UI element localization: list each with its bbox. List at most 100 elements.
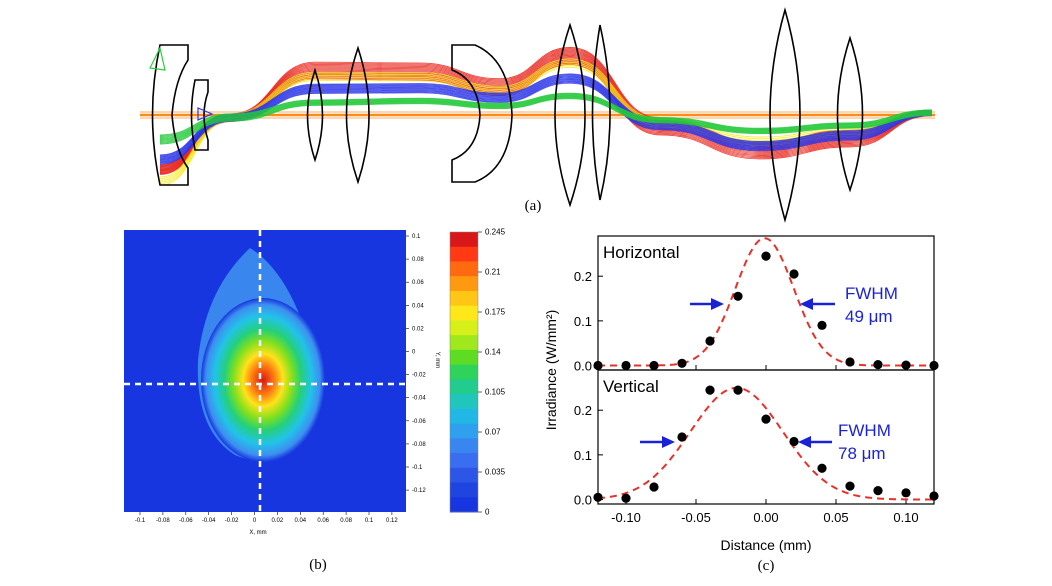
y-tick-label: 0.08 bbox=[412, 257, 424, 263]
data-point bbox=[929, 491, 939, 501]
colorbar-ticks: 0.245 0.21 0.175 0.14 0.105 0.07 0.035 0 bbox=[478, 228, 506, 517]
ray-path bbox=[159, 58, 933, 178]
vertical-fwhm-label: FWHM bbox=[838, 421, 891, 440]
y-tick-label: 0.1 bbox=[574, 314, 592, 329]
vertical-profile-plot: 0.0 0.1 0.2 -0.10 -0.05 0.00 0.05 0.10 bbox=[574, 385, 939, 525]
data-point bbox=[901, 488, 911, 498]
ray-path bbox=[159, 80, 933, 163]
x-tick-label: 0.1 bbox=[365, 518, 374, 524]
data-point bbox=[649, 360, 659, 371]
y-tick-label: -0.08 bbox=[412, 442, 426, 448]
x-tick-label: 0.10 bbox=[893, 510, 918, 525]
ray-path bbox=[159, 75, 933, 158]
ray-path bbox=[159, 61, 933, 181]
fit-curve bbox=[597, 386, 934, 501]
profile-y-label: Irradiance (W/mm²) bbox=[543, 310, 559, 431]
y-tick-label: -0.04 bbox=[412, 396, 426, 402]
y-tick-label: 0.0 bbox=[574, 493, 592, 508]
y-tick-label: 0.06 bbox=[412, 280, 424, 286]
ray-path bbox=[159, 95, 933, 141]
colorbar-frame bbox=[449, 231, 479, 513]
y-tick-label: -0.02 bbox=[412, 373, 426, 379]
lens-element-3 bbox=[306, 67, 324, 163]
colorbar-tick-label: 0 bbox=[485, 508, 490, 517]
data-point bbox=[873, 486, 883, 496]
panel-b-caption: (b) bbox=[309, 557, 327, 573]
colorbar-tick-label: 0.105 bbox=[485, 388, 506, 397]
arrow-right-icon bbox=[640, 436, 675, 448]
data-point bbox=[873, 360, 883, 370]
x-tick-label: 0.06 bbox=[317, 518, 329, 524]
y-tick-label: -0.06 bbox=[412, 419, 426, 425]
ray-path bbox=[159, 98, 933, 145]
y-tick-label: -0.1 bbox=[412, 465, 423, 471]
ray-path bbox=[159, 78, 933, 161]
x-tick-label: 0.02 bbox=[272, 518, 284, 524]
ray-path bbox=[159, 95, 933, 140]
data-point bbox=[733, 385, 743, 395]
colorbar-segment bbox=[450, 320, 478, 336]
profile-x-label: Distance (mm) bbox=[720, 537, 811, 553]
y-tick-label: 0.1 bbox=[574, 448, 592, 463]
data-point bbox=[929, 360, 939, 371]
panel-c-profiles: 0.0 0.1 0.2 0.0 0.1 0.2 -0.10 -0.05 0.00 0.05 0.1… bbox=[543, 235, 939, 574]
ray-path bbox=[159, 76, 933, 158]
ray-path bbox=[159, 76, 933, 159]
data-point bbox=[593, 492, 603, 502]
data-point bbox=[621, 493, 631, 503]
ray-path bbox=[159, 81, 933, 163]
lens-element-7 bbox=[591, 24, 611, 201]
colorbar-segment bbox=[450, 364, 478, 380]
ray-path bbox=[159, 79, 933, 162]
data-point bbox=[649, 482, 659, 492]
colorbar-tick-label: 0.21 bbox=[485, 268, 501, 277]
colorbar-segment bbox=[450, 246, 478, 262]
colorbar-segment bbox=[450, 423, 478, 439]
heatmap-x-ticks: -0.1 -0.08 -0.06 -0.04 -0.02 0 0.02 0.04 0.06 0.0… bbox=[135, 512, 398, 524]
arrow-right-icon bbox=[690, 298, 724, 310]
data-point bbox=[761, 251, 771, 261]
data-point bbox=[705, 336, 715, 346]
ray-path bbox=[159, 77, 933, 160]
ray-path bbox=[159, 92, 933, 136]
lens-element-1 bbox=[151, 44, 189, 186]
ray-path bbox=[159, 96, 933, 143]
object-marker-icon bbox=[149, 46, 166, 71]
y-tick-label: 0.04 bbox=[412, 303, 424, 309]
vertical-title: Vertical bbox=[603, 377, 659, 396]
arrow-left-icon bbox=[800, 298, 835, 310]
data-point bbox=[677, 432, 687, 442]
x-tick-label: -0.10 bbox=[611, 510, 641, 525]
colorbar-segment bbox=[450, 497, 478, 513]
x-tick-label: 0 bbox=[253, 518, 257, 524]
lens-element-6 bbox=[554, 22, 586, 208]
colorbar-segment bbox=[450, 394, 478, 410]
ray-path bbox=[159, 73, 933, 156]
lens-element-5 bbox=[451, 44, 513, 183]
heatmap-spot bbox=[197, 248, 325, 462]
ray-path bbox=[159, 94, 933, 139]
colorbar-segment bbox=[450, 305, 478, 321]
colorbar-segment bbox=[450, 453, 478, 469]
vertical-fwhm-value: 78 μm bbox=[838, 444, 886, 463]
ray-path bbox=[159, 97, 933, 144]
data-point bbox=[817, 320, 827, 330]
data-point bbox=[789, 436, 799, 447]
fwhm-arrows bbox=[640, 298, 835, 448]
panel-a-caption: (a) bbox=[525, 198, 542, 214]
data-point bbox=[901, 360, 911, 370]
heatmap-x-label: X, mm bbox=[249, 530, 266, 536]
ray-path bbox=[159, 60, 933, 180]
lens-element-8 bbox=[769, 7, 801, 223]
colorbar-segment bbox=[450, 467, 478, 484]
ray-path bbox=[159, 74, 933, 157]
colorbar-segment bbox=[450, 276, 478, 292]
colorbar-segment bbox=[450, 482, 478, 498]
x-tick-label: 0.08 bbox=[340, 518, 352, 524]
y-tick-label: 0.0 bbox=[574, 359, 592, 374]
y-tick-label: 0.2 bbox=[574, 403, 592, 418]
data-point bbox=[845, 357, 855, 367]
panel-a-ray-trace: (a) bbox=[140, 7, 935, 223]
data-point bbox=[789, 269, 799, 279]
ray-path bbox=[159, 96, 933, 142]
